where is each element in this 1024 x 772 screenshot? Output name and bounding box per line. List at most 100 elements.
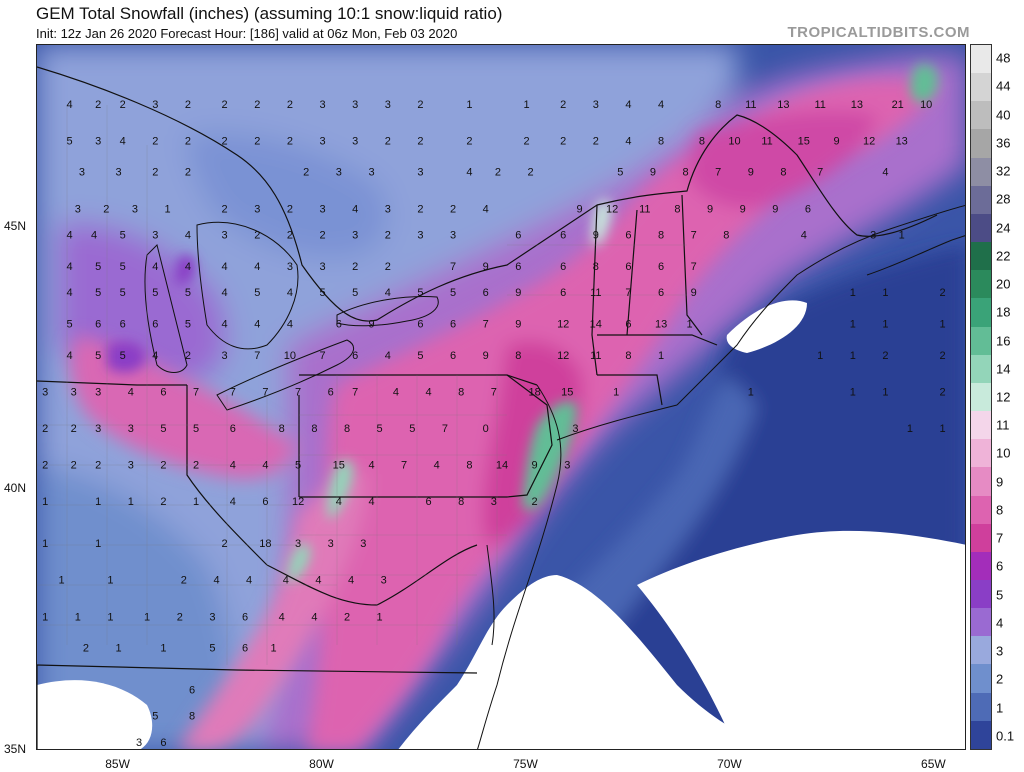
snow-value-label: 5 <box>95 287 101 299</box>
snow-value-label: 3 <box>152 230 158 242</box>
no-snow-kentucky <box>37 680 153 749</box>
snow-value-label: 9 <box>833 135 839 147</box>
snow-value-label: 3 <box>254 203 260 215</box>
snow-value-label: 7 <box>319 350 325 362</box>
snowfall-value-labels: 4 2 2 3 2 2 2 2 3 3 3 2 1 1 2 3 4 4 8 11 13 11 13 21 105 3 4 2 2 2 2 2 3… <box>42 99 945 749</box>
snow-value-label: 7 <box>450 261 456 273</box>
snow-value-label: 6 <box>242 611 248 623</box>
snow-value-label: 9 <box>593 230 599 242</box>
snow-value-label: 8 <box>699 135 705 147</box>
colorbar-segment <box>971 354 991 383</box>
coastlines <box>144 205 965 749</box>
border-ny-vt <box>591 204 598 376</box>
colorbar-label: 36 <box>996 135 1011 151</box>
snow-value-label: 9 <box>483 350 489 362</box>
snow-value-label: 2 <box>177 611 183 623</box>
colorbar-label: 0.1 <box>996 728 1015 744</box>
snow-value-label: 5 <box>95 350 101 362</box>
snow-value-label: 7 <box>442 423 448 435</box>
band-green-nb <box>910 63 939 103</box>
snow-value-label: 6 <box>152 318 158 330</box>
snow-value-label: 5 <box>254 287 260 299</box>
snow-value-label: 4 <box>67 99 73 111</box>
snow-value-label: 1 <box>95 496 101 508</box>
snow-value-label: 1 <box>882 318 888 330</box>
snow-value-label: 4 <box>152 261 158 273</box>
snow-value-label: 9 <box>707 203 713 215</box>
coast-new-england <box>676 205 965 406</box>
snow-value-label: 3 <box>352 230 358 242</box>
snow-value-label: 11 <box>814 99 825 111</box>
border-nj <box>506 374 553 498</box>
snow-value-label: 2 <box>466 135 472 147</box>
snow-value-label: 6 <box>658 261 664 273</box>
band-purple-blotch-2 <box>107 341 146 373</box>
border-us-canada <box>37 66 938 322</box>
snow-value-label: 6 <box>426 496 432 508</box>
snow-value-label: 6 <box>625 318 631 330</box>
snow-value-label: 3 <box>450 230 456 242</box>
snow-value-label: 5 <box>67 135 73 147</box>
snow-value-label: 2 <box>560 135 566 147</box>
snow-value-label: 5 <box>152 287 158 299</box>
snow-value-label: 5 <box>409 423 415 435</box>
snow-value-label: 2 <box>385 135 391 147</box>
snow-value-label: 3 <box>287 261 293 273</box>
snow-value-label: 6 <box>417 318 423 330</box>
coast-lake-erie <box>216 339 355 411</box>
snow-value-label: 4 <box>311 611 317 623</box>
county-lines <box>37 105 687 665</box>
snow-value-label: 6 <box>120 318 126 330</box>
colorbar-segment <box>971 636 991 665</box>
snow-value-label: 2 <box>939 287 945 299</box>
no-snow-carolinas <box>398 575 787 749</box>
snow-value-label: 2 <box>42 423 48 435</box>
snow-value-label: 2 <box>71 460 77 472</box>
snow-value-label: 1 <box>850 350 856 362</box>
colorbar-segment <box>971 495 991 524</box>
snow-value-label: 3 <box>128 423 134 435</box>
snow-value-label: 2 <box>287 99 293 111</box>
snow-value-label: 8 <box>458 496 464 508</box>
snow-value-label: 1 <box>613 386 619 398</box>
snow-value-label: 4 <box>287 318 293 330</box>
brand-watermark[interactable]: TROPICALTIDBITS.COM <box>787 24 970 41</box>
colorbar-segment <box>971 101 991 130</box>
coast-atlantic <box>477 384 562 749</box>
snow-value-label: 15 <box>798 135 810 147</box>
snow-value-label: 4 <box>262 460 268 472</box>
snow-value-label: 2 <box>42 460 48 472</box>
county-grid-2 <box>37 244 687 626</box>
snow-value-label: 2 <box>95 460 101 472</box>
snow-value-label: 3 <box>71 386 77 398</box>
colorbar-segment <box>971 467 991 496</box>
snow-value-label: 5 <box>185 318 191 330</box>
snow-value-label: 2 <box>593 135 599 147</box>
snow-value-label: 3 <box>128 460 134 472</box>
snow-value-label: 18 <box>528 386 540 398</box>
snow-value-label: 1 <box>882 386 888 398</box>
snow-value-label: 4 <box>385 287 391 299</box>
snow-value-label: 1 <box>850 318 856 330</box>
snow-value-label: 2 <box>528 167 534 179</box>
snow-value-label: 1 <box>939 423 945 435</box>
colorbar-segment <box>971 551 991 580</box>
snow-value-label: 8 <box>593 261 599 273</box>
colorbar-segment <box>971 129 991 158</box>
snow-value-label: 4 <box>348 575 354 587</box>
snow-value-label: 4 <box>368 460 374 472</box>
snow-value-label: 3 <box>319 135 325 147</box>
colorbar-label: 20 <box>996 276 1011 292</box>
snow-value-label: 15 <box>561 386 573 398</box>
snow-value-label: 2 <box>385 261 391 273</box>
snow-value-label: 5 <box>352 287 358 299</box>
snow-value-label: 6 <box>560 287 566 299</box>
snow-value-label: 13 <box>655 318 667 330</box>
snow-value-label: 2 <box>939 386 945 398</box>
no-snow-areas <box>37 300 965 749</box>
snow-value-label: 1 <box>42 611 48 623</box>
coast-nova-scotia <box>866 235 965 276</box>
snow-value-label: 4 <box>67 350 73 362</box>
band-pink-appalachian <box>178 472 367 749</box>
snow-value-label: 4 <box>222 261 228 273</box>
